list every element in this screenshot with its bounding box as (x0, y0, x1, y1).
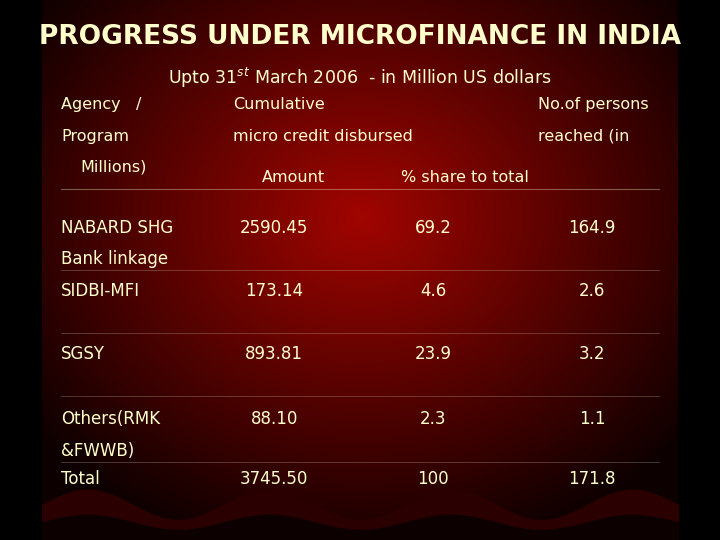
Text: % share to total: % share to total (401, 170, 529, 185)
Text: 2590.45: 2590.45 (240, 219, 308, 237)
Text: 171.8: 171.8 (568, 470, 616, 488)
Text: reached (in: reached (in (538, 129, 629, 144)
Text: 23.9: 23.9 (415, 345, 451, 362)
Text: Cumulative: Cumulative (233, 97, 325, 112)
Text: 1.1: 1.1 (579, 410, 606, 428)
Text: Program: Program (61, 129, 129, 144)
Text: micro credit disbursed: micro credit disbursed (233, 129, 413, 144)
Text: Bank linkage: Bank linkage (61, 250, 168, 268)
Text: 173.14: 173.14 (245, 282, 303, 300)
Text: Upto 31$^{st}$ March 2006  - in Million US dollars: Upto 31$^{st}$ March 2006 - in Million U… (168, 66, 552, 90)
Text: 100: 100 (418, 470, 449, 488)
Text: 69.2: 69.2 (415, 219, 451, 237)
Text: PROGRESS UNDER MICROFINANCE IN INDIA: PROGRESS UNDER MICROFINANCE IN INDIA (39, 24, 681, 50)
Text: SIDBI-MFI: SIDBI-MFI (61, 282, 140, 300)
Text: 2.6: 2.6 (579, 282, 606, 300)
Text: 3745.50: 3745.50 (240, 470, 308, 488)
Text: &FWWB): &FWWB) (61, 442, 135, 460)
Text: Others(RMK: Others(RMK (61, 410, 161, 428)
Text: Amount: Amount (261, 170, 325, 185)
Text: 2.3: 2.3 (420, 410, 446, 428)
Text: 88.10: 88.10 (251, 410, 298, 428)
Text: 893.81: 893.81 (245, 345, 303, 362)
Text: 4.6: 4.6 (420, 282, 446, 300)
Text: No.of persons: No.of persons (538, 97, 649, 112)
Text: NABARD SHG: NABARD SHG (61, 219, 174, 237)
Text: Millions): Millions) (80, 160, 147, 175)
Text: SGSY: SGSY (61, 345, 105, 362)
Text: Total: Total (61, 470, 100, 488)
Text: 164.9: 164.9 (569, 219, 616, 237)
Text: 3.2: 3.2 (579, 345, 606, 362)
Text: Agency   /: Agency / (61, 97, 141, 112)
